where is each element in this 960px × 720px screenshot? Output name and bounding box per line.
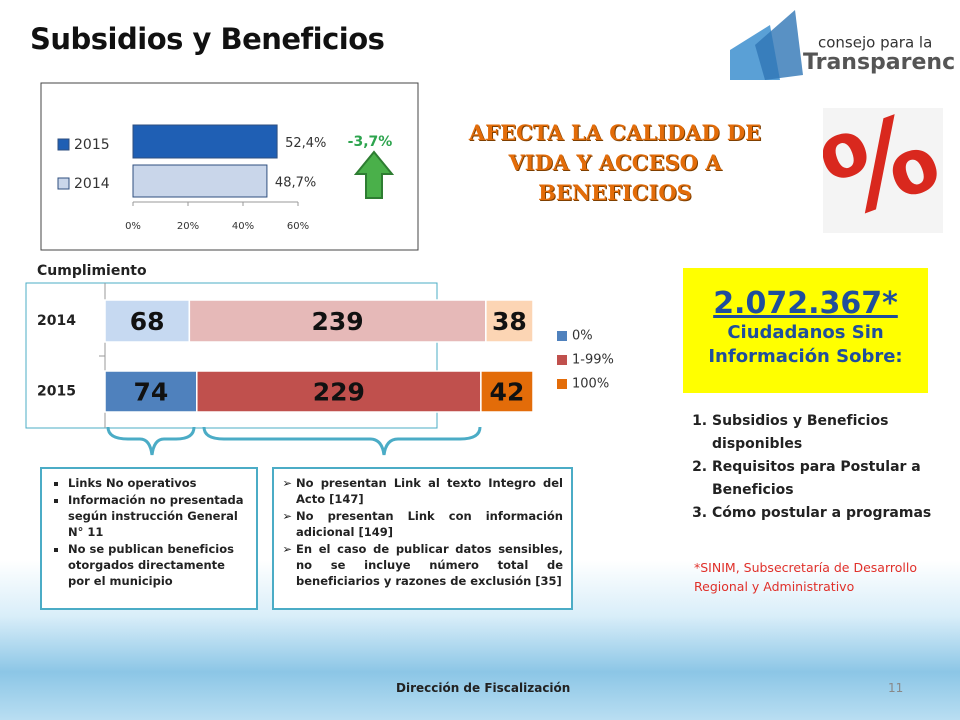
percent-glyph: % bbox=[823, 108, 943, 233]
legend-label: 100% bbox=[572, 377, 609, 392]
highlight-box: 2.072.367* Ciudadanos Sin Información So… bbox=[683, 268, 928, 393]
list-item: Cómo postular a programas bbox=[712, 502, 960, 525]
arrow bbox=[353, 150, 395, 199]
legend-label: 1-99% bbox=[572, 353, 614, 368]
bullet-list: Links No operativos Información no prese… bbox=[42, 469, 256, 596]
percent-icon: % bbox=[823, 108, 943, 233]
source-note: *SINIM, Subsecretaría de Desarrollo Regi… bbox=[694, 560, 917, 594]
bar-segment bbox=[480, 370, 534, 413]
chart-title: Cumplimiento bbox=[37, 263, 147, 279]
bullet: En el caso de publicar datos sensibles, … bbox=[296, 541, 563, 589]
legend-swatch bbox=[557, 355, 567, 365]
bar-segment bbox=[104, 299, 191, 343]
legend-label: 2015 bbox=[74, 137, 110, 153]
legend-swatch bbox=[557, 379, 567, 389]
y-tick-label: 2014 bbox=[37, 313, 76, 329]
bracket bbox=[106, 426, 196, 456]
value-label: 68 bbox=[130, 307, 165, 336]
bullet: No se publican beneficios otorgados dire… bbox=[68, 541, 248, 589]
bar bbox=[132, 164, 268, 198]
bracket bbox=[202, 426, 482, 456]
value-label: 38 bbox=[492, 307, 527, 336]
footer-text: Dirección de Fiscalización bbox=[396, 681, 571, 695]
right-box: No presentan Link al texto Integro del A… bbox=[272, 467, 573, 610]
chart: Cumplimiento 2014 68 239 38 2015 74 229 42 0% 1-99… bbox=[25, 263, 614, 429]
chart: 0% 20% 40% 60% 52,4% 2015 48,7% 2014 -3,7% bbox=[40, 82, 419, 251]
y-tick-label: 2015 bbox=[37, 384, 76, 400]
x-tick-label: 0% bbox=[125, 221, 141, 232]
x-tick-label: 60% bbox=[287, 221, 309, 232]
bar-segment bbox=[188, 299, 487, 343]
highlight-text: Ciudadanos Sin Información Sobre: bbox=[708, 322, 903, 367]
bullet-list: No presentan Link al texto Integro del A… bbox=[274, 469, 571, 596]
legend-label: 2014 bbox=[74, 176, 110, 192]
brackets bbox=[106, 426, 482, 456]
legend-swatch bbox=[57, 138, 70, 151]
bar-segment bbox=[104, 370, 198, 413]
list-item: Subsidios y Beneficios disponibles bbox=[712, 410, 960, 456]
slide-title: Subsidios y Beneficios bbox=[30, 22, 385, 56]
legend-label: 0% bbox=[572, 329, 593, 344]
list-item: Requisitos para Postular a Beneficios bbox=[712, 456, 960, 502]
bullet: No presentan Link al texto Integro del A… bbox=[296, 475, 563, 507]
bullet: Links No operativos bbox=[68, 475, 248, 491]
value-label: 42 bbox=[490, 378, 525, 407]
legend-swatch bbox=[57, 177, 70, 190]
legend-swatch bbox=[557, 331, 567, 341]
left-box: Links No operativos Información no prese… bbox=[40, 467, 258, 610]
value-label: 74 bbox=[134, 378, 169, 407]
value-label: 239 bbox=[312, 307, 364, 336]
logo: consejo para la Transparencia bbox=[730, 10, 955, 80]
logo-small: consejo para la bbox=[818, 34, 932, 52]
value-label: 48,7% bbox=[275, 176, 316, 191]
annotation: -3,7% bbox=[348, 134, 393, 150]
bullet: Información no presentada según instrucc… bbox=[68, 492, 248, 540]
icon-bg bbox=[823, 108, 943, 233]
bar bbox=[132, 124, 278, 159]
bar-segment bbox=[485, 299, 534, 343]
value-label: 52,4% bbox=[285, 136, 326, 151]
logo-shape bbox=[755, 10, 803, 80]
x-tick-label: 40% bbox=[232, 221, 254, 232]
bullet: No presentan Link con información adicio… bbox=[296, 508, 563, 540]
info-list: Subsidios y Beneficios disponibles Requi… bbox=[690, 410, 960, 525]
logo-large: Transparencia bbox=[803, 50, 955, 75]
value-label: 229 bbox=[313, 378, 365, 407]
bar-segment bbox=[196, 370, 482, 413]
x-tick-label: 20% bbox=[177, 221, 199, 232]
chart-frame bbox=[25, 282, 438, 429]
headline: AFECTA LA CALIDAD DE VIDA Y ACCESO A BEN… bbox=[468, 120, 762, 205]
highlight-number: 2.072.367* bbox=[713, 286, 898, 321]
page-number: 11 bbox=[888, 681, 904, 695]
